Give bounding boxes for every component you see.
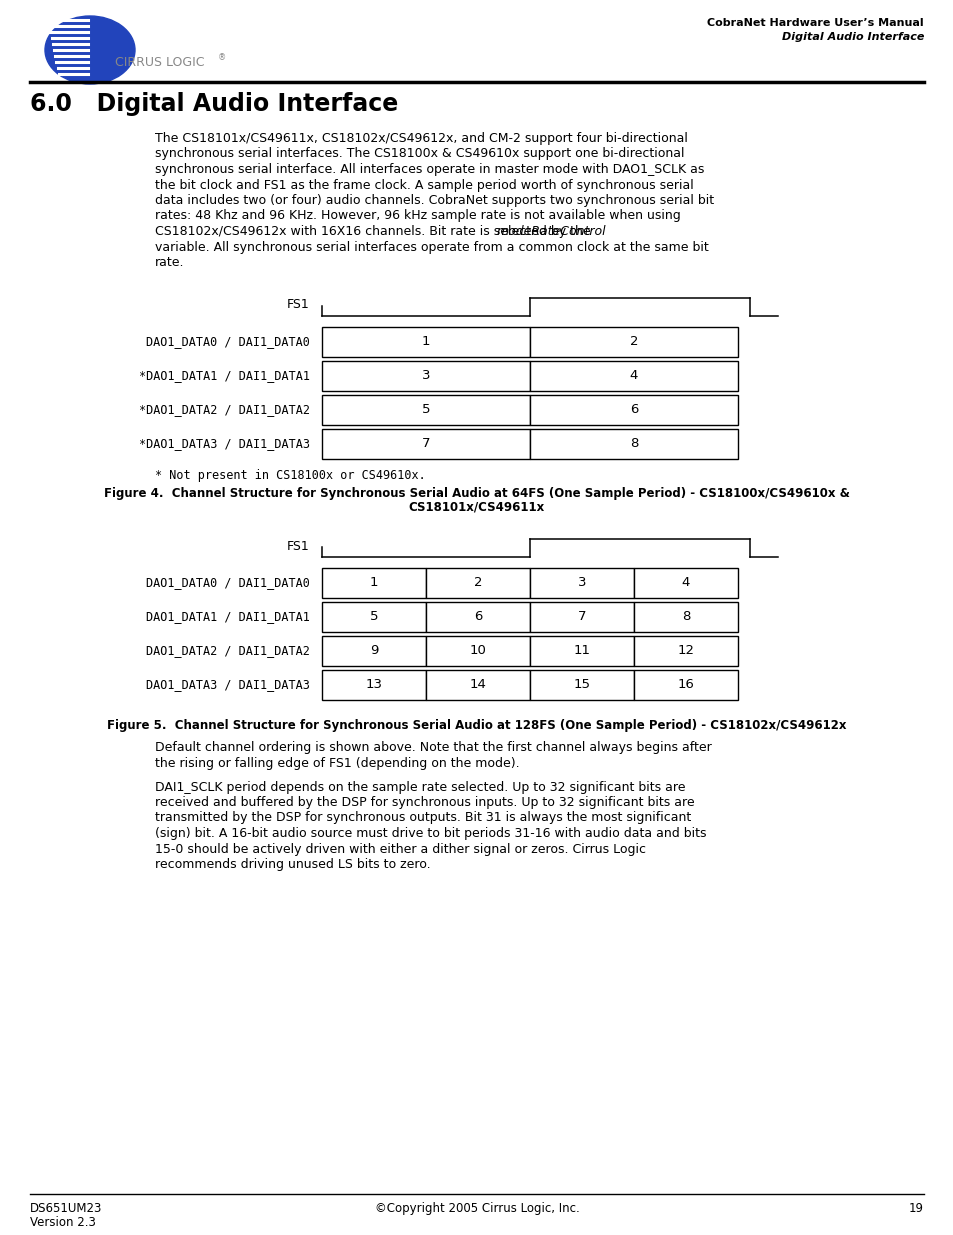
Ellipse shape: [45, 16, 135, 84]
Bar: [426, 601, 530, 631]
Text: DAO1_DATA1 / DAI1_DATA1: DAO1_DATA1 / DAI1_DATA1: [146, 610, 310, 622]
Text: 4: 4: [681, 576, 689, 589]
Bar: [322, 429, 530, 458]
Bar: [530, 601, 634, 631]
Text: 16: 16: [677, 678, 694, 692]
Text: Default channel ordering is shown above. Note that the first channel always begi: Default channel ordering is shown above.…: [154, 741, 711, 755]
Text: ©Copyright 2005 Cirrus Logic, Inc.: ©Copyright 2005 Cirrus Logic, Inc.: [375, 1202, 578, 1215]
Text: the rising or falling edge of FS1 (depending on the mode).: the rising or falling edge of FS1 (depen…: [154, 757, 519, 769]
Bar: [530, 636, 634, 666]
Bar: [322, 601, 426, 631]
Text: *DAO1_DATA3 / DAI1_DATA3: *DAO1_DATA3 / DAI1_DATA3: [139, 437, 310, 450]
Bar: [322, 636, 426, 666]
Text: 15: 15: [573, 678, 590, 692]
Text: 11: 11: [573, 643, 590, 657]
Text: rates: 48 Khz and 96 KHz. However, 96 kHz sample rate is not available when usin: rates: 48 Khz and 96 KHz. However, 96 kH…: [154, 210, 680, 222]
Text: (sign) bit. A 16-bit audio source must drive to bit periods 31-16 with audio dat: (sign) bit. A 16-bit audio source must d…: [154, 827, 706, 840]
Text: DAO1_DATA3 / DAI1_DATA3: DAO1_DATA3 / DAI1_DATA3: [146, 678, 310, 692]
Text: CS18102x/CS49612x with 16X16 channels. Bit rate is selected by the: CS18102x/CS49612x with 16X16 channels. B…: [154, 225, 594, 238]
Bar: [426, 669, 530, 699]
Text: 13: 13: [365, 678, 382, 692]
Bar: [530, 326, 738, 357]
Text: 15-0 should be actively driven with either a dither signal or zeros. Cirrus Logi: 15-0 should be actively driven with eith…: [154, 842, 645, 856]
Bar: [530, 394, 738, 425]
Text: received and buffered by the DSP for synchronous inputs. Up to 32 significant bi: received and buffered by the DSP for syn…: [154, 797, 694, 809]
Text: variable. All synchronous serial interfaces operate from a common clock at the s: variable. All synchronous serial interfa…: [154, 241, 708, 253]
Text: Version 2.3: Version 2.3: [30, 1216, 95, 1229]
Bar: [322, 394, 530, 425]
Bar: [530, 669, 634, 699]
Text: *DAO1_DATA2 / DAI1_DATA2: *DAO1_DATA2 / DAI1_DATA2: [139, 403, 310, 416]
Bar: [322, 326, 530, 357]
Text: 4: 4: [629, 369, 638, 382]
Bar: [426, 568, 530, 598]
Text: FS1: FS1: [287, 299, 310, 311]
Text: synchronous serial interface. All interfaces operate in master mode with DAO1_SC: synchronous serial interface. All interf…: [154, 163, 703, 177]
Text: transmitted by the DSP for synchronous outputs. Bit 31 is always the most signif: transmitted by the DSP for synchronous o…: [154, 811, 691, 825]
Text: 19: 19: [908, 1202, 923, 1215]
Text: Figure 4.  Channel Structure for Synchronous Serial Audio at 64FS (One Sample Pe: Figure 4. Channel Structure for Synchron…: [104, 487, 849, 499]
Bar: [530, 361, 738, 390]
Text: 8: 8: [681, 610, 689, 622]
Text: 9: 9: [370, 643, 377, 657]
Text: 8: 8: [629, 437, 638, 450]
Bar: [634, 601, 738, 631]
Text: DAI1_SCLK period depends on the sample rate selected. Up to 32 significant bits : DAI1_SCLK period depends on the sample r…: [154, 781, 685, 794]
Bar: [322, 669, 426, 699]
Text: FS1: FS1: [287, 540, 310, 552]
Text: 2: 2: [474, 576, 482, 589]
Text: DAO1_DATA0 / DAI1_DATA0: DAO1_DATA0 / DAI1_DATA0: [146, 335, 310, 348]
Text: 2: 2: [629, 335, 638, 348]
Bar: [634, 568, 738, 598]
Text: DAO1_DATA2 / DAI1_DATA2: DAO1_DATA2 / DAI1_DATA2: [146, 643, 310, 657]
Text: 6.0   Digital Audio Interface: 6.0 Digital Audio Interface: [30, 91, 397, 116]
Text: Figure 5.  Channel Structure for Synchronous Serial Audio at 128FS (One Sample P: Figure 5. Channel Structure for Synchron…: [107, 720, 846, 732]
Text: ®: ®: [218, 53, 226, 63]
Text: DAO1_DATA0 / DAI1_DATA0: DAO1_DATA0 / DAI1_DATA0: [146, 576, 310, 589]
Bar: [322, 568, 426, 598]
Text: * Not present in CS18100x or CS49610x.: * Not present in CS18100x or CS49610x.: [154, 468, 425, 482]
Text: data includes two (or four) audio channels. CobraNet supports two synchronous se: data includes two (or four) audio channe…: [154, 194, 714, 207]
Text: 14: 14: [469, 678, 486, 692]
Text: CS18101x/CS49611x: CS18101x/CS49611x: [409, 500, 544, 514]
Text: 1: 1: [370, 576, 377, 589]
Text: 10: 10: [469, 643, 486, 657]
Text: modeRateControl: modeRateControl: [497, 225, 606, 238]
Text: 1: 1: [421, 335, 430, 348]
Text: CIRRUS LOGIC: CIRRUS LOGIC: [115, 56, 204, 68]
Text: DS651UM23: DS651UM23: [30, 1202, 102, 1215]
Text: 3: 3: [578, 576, 586, 589]
Bar: [634, 636, 738, 666]
Text: *DAO1_DATA1 / DAI1_DATA1: *DAO1_DATA1 / DAI1_DATA1: [139, 369, 310, 382]
Text: Digital Audio Interface: Digital Audio Interface: [781, 32, 923, 42]
Text: 5: 5: [421, 403, 430, 416]
Text: synchronous serial interfaces. The CS18100x & CS49610x support one bi-directiona: synchronous serial interfaces. The CS181…: [154, 147, 684, 161]
Bar: [634, 669, 738, 699]
Text: The CS18101x/CS49611x, CS18102x/CS49612x, and CM-2 support four bi-directional: The CS18101x/CS49611x, CS18102x/CS49612x…: [154, 132, 687, 144]
Bar: [426, 636, 530, 666]
Text: 6: 6: [629, 403, 638, 416]
Text: 7: 7: [421, 437, 430, 450]
Bar: [530, 568, 634, 598]
Text: 3: 3: [421, 369, 430, 382]
Bar: [322, 361, 530, 390]
Bar: [530, 429, 738, 458]
Text: 12: 12: [677, 643, 694, 657]
Text: rate.: rate.: [154, 256, 184, 269]
Text: the bit clock and FS1 as the frame clock. A sample period worth of synchronous s: the bit clock and FS1 as the frame clock…: [154, 179, 693, 191]
Text: CobraNet Hardware User’s Manual: CobraNet Hardware User’s Manual: [706, 19, 923, 28]
Text: 6: 6: [474, 610, 481, 622]
Text: 5: 5: [370, 610, 377, 622]
Text: 7: 7: [578, 610, 586, 622]
Text: recommends driving unused LS bits to zero.: recommends driving unused LS bits to zer…: [154, 858, 430, 871]
